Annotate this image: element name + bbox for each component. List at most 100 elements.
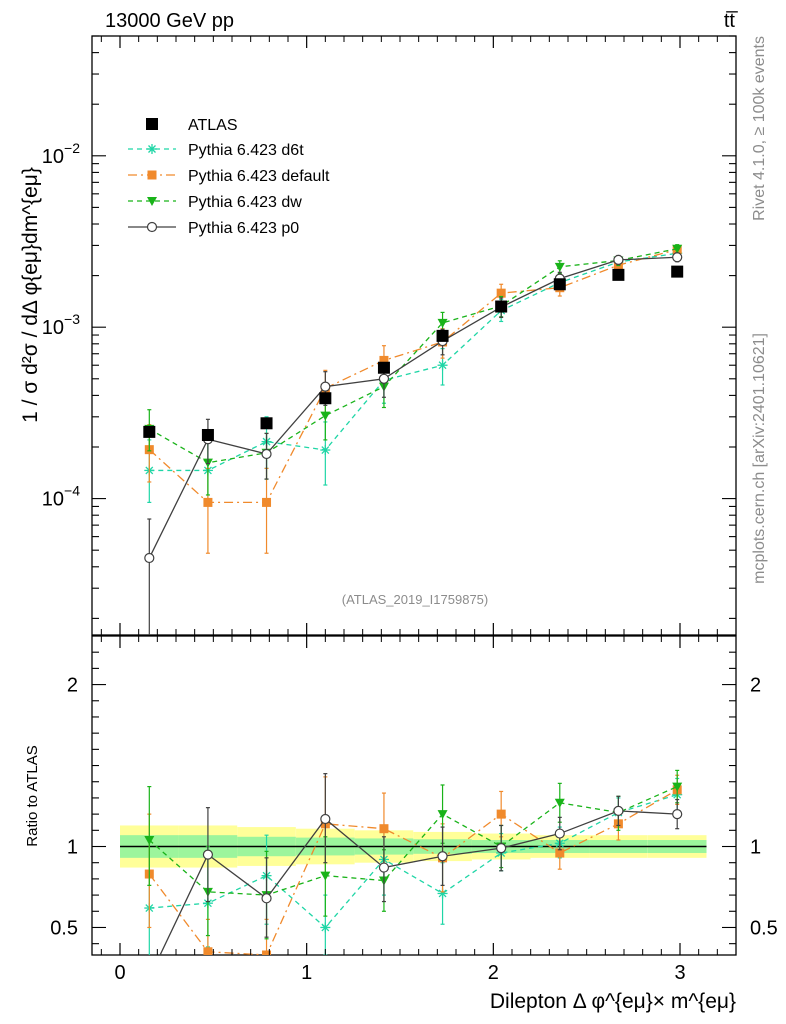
main-series-group <box>143 244 684 635</box>
main-point-default <box>262 497 272 507</box>
atlas-data-point <box>671 265 684 278</box>
ratio-point-d6t <box>320 922 331 933</box>
atlas-data-point <box>201 428 214 441</box>
legend-marker-dw <box>147 197 157 206</box>
main-point-d6t <box>437 360 448 371</box>
main-point-dw <box>320 411 331 421</box>
main-point-dw <box>672 244 683 254</box>
main-y-tick-exponent: −4 <box>64 483 80 499</box>
x-axis-label: Dilepton Δ φ^{eμ}× m^{eμ} <box>490 990 736 1013</box>
ratio-point-p0 <box>496 843 507 854</box>
main-point-p0 <box>320 381 331 392</box>
ratio-point-default <box>262 950 272 955</box>
main-point-p0 <box>672 252 683 263</box>
process-label: tt̅ <box>724 10 738 32</box>
legend-marker-default <box>147 170 157 180</box>
ratio-y-tick-label-right: 2 <box>750 675 761 697</box>
rivet-watermark: Rivet 4.1.0, ≥ 100k events <box>751 36 768 221</box>
ratio-point-d6t <box>437 888 448 899</box>
atlas-data-point <box>553 278 566 291</box>
main-point-p0 <box>613 254 624 265</box>
legend-label-default: Pythia 6.423 default <box>188 168 330 185</box>
main-point-p0 <box>378 373 390 384</box>
energy-label: 13000 GeV pp <box>105 10 234 32</box>
ratio-point-d6t-stroke <box>438 889 447 898</box>
ratio-point-d6t-stroke <box>321 923 330 932</box>
ratio-point-p0 <box>554 828 565 839</box>
atlas-data-point <box>436 329 449 342</box>
ratio-point-p0 <box>202 849 214 860</box>
legend-marker-p0 <box>146 221 158 233</box>
main-y-label-text: 1 / σ d²σ / dΔ φ{eμ}dm^{eμ} <box>19 167 42 423</box>
ratio-point-p0 <box>145 973 154 982</box>
atlas-data-point <box>377 361 390 374</box>
main-point-d6t <box>320 445 331 456</box>
ratio-point-dw <box>672 782 683 792</box>
ratio-point-default <box>496 809 506 819</box>
ratio-point-p0 <box>378 862 390 873</box>
ratio-point-default <box>379 824 389 834</box>
main-y-tick-label: 10−4 <box>42 483 80 511</box>
main-y-tick-label: 10−2 <box>42 140 80 168</box>
ratio-y-axis-label: Ratio to ATLAS <box>24 745 41 846</box>
legend-label-atlas: ATLAS <box>188 117 238 134</box>
main-point-default <box>203 497 213 507</box>
main-point-dw <box>554 262 565 272</box>
site-watermark: mcplots.cern.ch [arXiv:2401.10621] <box>751 333 768 584</box>
ratio-line-p0 <box>159 810 678 955</box>
ratio-y-tick-label-left: 1 <box>67 837 78 859</box>
legend-label-dw: Pythia 6.423 dw <box>188 194 302 211</box>
x-tick-label: 1 <box>301 962 312 984</box>
atlas-data-point <box>612 268 625 281</box>
legend-marker-atlas <box>146 118 158 130</box>
legend-marker-d6t-stroke <box>148 145 156 153</box>
main-line-dw <box>148 248 678 464</box>
main-y-tick-label: 10−3 <box>42 311 80 339</box>
ratio-series-group <box>144 769 683 982</box>
main-point-p0 <box>144 552 155 564</box>
atlas-data-point <box>495 300 508 313</box>
main-y-tick-exponent: −3 <box>64 311 80 327</box>
ratio-line-d6t <box>149 794 678 929</box>
ratio-line-dw <box>148 785 678 896</box>
ratio-y-tick-label-left: 0.5 <box>50 917 78 939</box>
main-y-axis-label: 1 / σ d²σ / dΔ φ{eμ}dm^{eμ} <box>19 167 42 423</box>
ratio-point-p0 <box>437 851 448 862</box>
ratio-point-default <box>203 947 213 955</box>
legend-label-d6t: Pythia 6.423 d6t <box>188 142 304 159</box>
ratio-line-default <box>148 789 678 955</box>
main-point-dw <box>437 318 448 328</box>
main-line-default <box>148 248 678 504</box>
x-tick-label: 3 <box>674 962 685 984</box>
main-y-tick-base: 10 <box>42 146 64 168</box>
main-line-d6t <box>149 252 678 472</box>
main-point-d6t-stroke <box>438 361 447 370</box>
main-line-p0 <box>148 256 678 559</box>
legend: ATLAS Pythia 6.423 d6t Pythia 6.423 defau… <box>128 117 330 237</box>
ratio-point-p0 <box>320 813 331 825</box>
main-y-tick-base: 10 <box>42 317 64 339</box>
x-tick-label: 0 <box>114 962 125 984</box>
ratio-point-dw <box>144 836 155 846</box>
legend-marker-d6t <box>147 144 157 154</box>
main-y-tick-base: 10 <box>42 489 64 511</box>
atlas-data-point <box>319 392 332 405</box>
main-y-tick-exponent: −2 <box>64 140 80 156</box>
main-point-default <box>496 288 506 298</box>
ratio-point-p0 <box>261 893 272 904</box>
x-tick-label: 2 <box>488 962 499 984</box>
ratio-point-p0 <box>613 805 624 816</box>
main-point-d6t-stroke <box>321 446 330 454</box>
ratio-y-tick-label-left: 2 <box>67 675 78 697</box>
atlas-data-point <box>260 417 273 430</box>
analysis-watermark: (ATLAS_2019_I1759875) <box>342 592 488 607</box>
main-point-p0 <box>261 448 272 460</box>
ratio-y-tick-label-right: 0.5 <box>750 917 778 939</box>
ratio-point-p0 <box>672 809 683 820</box>
ratio-plot-frame <box>91 635 737 956</box>
ratio-point-default <box>555 848 565 858</box>
ratio-point-dw <box>320 871 331 881</box>
ratio-point-dw <box>437 810 448 820</box>
main-point-default <box>379 355 389 365</box>
